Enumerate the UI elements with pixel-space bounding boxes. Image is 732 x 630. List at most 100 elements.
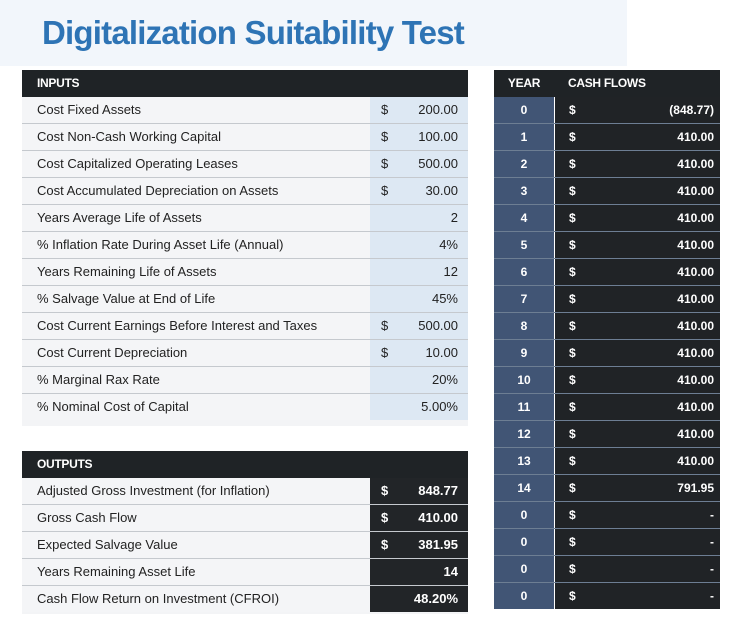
year-cell: 14: [494, 475, 554, 501]
cash-flow-value: 410.00: [677, 130, 714, 144]
outputs-value-cell[interactable]: $410.00: [370, 505, 468, 531]
inputs-row: Years Remaining Life of Assets 12: [22, 259, 468, 286]
outputs-label: Cash Flow Return on Investment (CFROI): [22, 586, 370, 612]
inputs-value-cell[interactable]: 2: [370, 205, 468, 231]
cash-flow-cell: $410.00: [555, 421, 720, 447]
currency-symbol: $: [569, 211, 576, 225]
outputs-value: 410.00: [418, 510, 458, 525]
cash-flow-value: 410.00: [677, 157, 714, 171]
year-cell: 11: [494, 394, 554, 420]
cash-flow-row: 8 $410.00: [494, 313, 720, 340]
cash-flow-row: 0 $ -: [494, 583, 720, 610]
currency-symbol: $: [381, 537, 389, 552]
currency-symbol: $: [381, 483, 389, 498]
inputs-row: Cost Non-Cash Working Capital $100.00: [22, 124, 468, 151]
outputs-value-cell[interactable]: $381.95: [370, 532, 468, 558]
outputs-value-cell[interactable]: 48.20%: [370, 586, 468, 612]
currency-symbol: $: [569, 589, 576, 603]
inputs-value-cell[interactable]: $100.00: [370, 124, 468, 150]
currency-symbol: $: [381, 510, 389, 525]
cash-flow-row: 3 $410.00: [494, 178, 720, 205]
cash-flow-cell: $410.00: [555, 340, 720, 366]
inputs-label: Cost Non-Cash Working Capital: [22, 124, 370, 150]
currency-symbol: $: [569, 427, 576, 441]
inputs-value: 500.00: [418, 318, 458, 333]
currency-symbol: $: [381, 129, 389, 144]
currency-symbol: $: [569, 508, 576, 522]
inputs-value-cell[interactable]: 12: [370, 259, 468, 285]
inputs-value: 4%: [439, 237, 458, 252]
cash-flow-row: 1 $410.00: [494, 124, 720, 151]
cash-flows-column-header: CASH FLOWS: [568, 76, 646, 90]
inputs-value-cell[interactable]: 20%: [370, 367, 468, 393]
inputs-label: % Nominal Cost of Capital: [22, 394, 370, 420]
cash-flow-row: 0 $ -: [494, 556, 720, 583]
cash-flow-row: 11 $410.00: [494, 394, 720, 421]
cash-flow-value: (848.77): [669, 103, 714, 117]
year-cell: 9: [494, 340, 554, 366]
cash-flow-row: 5 $410.00: [494, 232, 720, 259]
inputs-header: INPUTS: [22, 70, 468, 97]
year-cell: 3: [494, 178, 554, 204]
year-cell: 13: [494, 448, 554, 474]
inputs-row: Cost Fixed Assets $200.00: [22, 97, 468, 124]
cash-flow-value: 410.00: [677, 400, 714, 414]
currency-symbol: $: [569, 130, 576, 144]
year-cell: 6: [494, 259, 554, 285]
cash-flow-row: 14 $791.95: [494, 475, 720, 502]
currency-symbol: $: [381, 156, 389, 171]
inputs-row: % Nominal Cost of Capital 5.00%: [22, 394, 468, 421]
inputs-label: Cost Current Depreciation: [22, 340, 370, 366]
outputs-value-cell[interactable]: $848.77: [370, 478, 468, 504]
cash-flow-value: 410.00: [677, 346, 714, 360]
inputs-label: Cost Capitalized Operating Leases: [22, 151, 370, 177]
inputs-row: % Inflation Rate During Asset Life (Annu…: [22, 232, 468, 259]
currency-symbol: $: [569, 562, 576, 576]
cash-flow-value: 410.00: [677, 184, 714, 198]
inputs-label: Years Remaining Life of Assets: [22, 259, 370, 285]
outputs-label: Expected Salvage Value: [22, 532, 370, 558]
outputs-label: Adjusted Gross Investment (for Inflation…: [22, 478, 370, 504]
inputs-value-cell[interactable]: $500.00: [370, 151, 468, 177]
currency-symbol: $: [569, 454, 576, 468]
cash-flow-cell: $410.00: [555, 448, 720, 474]
outputs-row: Expected Salvage Value $381.95: [22, 532, 468, 559]
cash-flow-row: 0 $ -: [494, 529, 720, 556]
cash-flow-row: 13 $410.00: [494, 448, 720, 475]
year-cell: 10: [494, 367, 554, 393]
inputs-value-cell[interactable]: 45%: [370, 286, 468, 312]
inputs-value-cell[interactable]: $10.00: [370, 340, 468, 366]
cash-flow-cell: $410.00: [555, 286, 720, 312]
currency-symbol: $: [569, 346, 576, 360]
currency-symbol: $: [381, 102, 389, 117]
year-cell: 2: [494, 151, 554, 177]
cash-flow-row: 4 $410.00: [494, 205, 720, 232]
inputs-row: % Marginal Rax Rate 20%: [22, 367, 468, 394]
cash-flow-value: -: [710, 508, 714, 522]
cash-flow-cell: $791.95: [555, 475, 720, 501]
year-cell: 0: [494, 556, 554, 582]
inputs-value-cell[interactable]: 4%: [370, 232, 468, 258]
inputs-value-cell[interactable]: 5.00%: [370, 394, 468, 420]
cash-flow-value: 410.00: [677, 292, 714, 306]
cash-flow-cell: $410.00: [555, 367, 720, 393]
cash-flow-value: 410.00: [677, 373, 714, 387]
year-cell: 0: [494, 583, 554, 609]
page-title: Digitalization Suitability Test: [42, 14, 465, 51]
cash-flow-cell: $410.00: [555, 151, 720, 177]
cash-flow-value: 410.00: [677, 211, 714, 225]
inputs-value-cell[interactable]: $500.00: [370, 313, 468, 339]
inputs-value-cell[interactable]: $30.00: [370, 178, 468, 204]
inputs-label: Years Average Life of Assets: [22, 205, 370, 231]
year-cell: 4: [494, 205, 554, 231]
outputs-value-cell[interactable]: 14: [370, 559, 468, 585]
inputs-value: 200.00: [418, 102, 458, 117]
cash-flows-table: YEAR CASH FLOWS 0 $ (848.77) 1 $410.00 2 $410.…: [494, 70, 720, 614]
cash-flows-header: YEAR CASH FLOWS: [494, 70, 720, 97]
inputs-value-cell[interactable]: $200.00: [370, 97, 468, 123]
cash-flow-cell: $410.00: [555, 259, 720, 285]
outputs-value: 14: [443, 564, 458, 579]
currency-symbol: $: [569, 373, 576, 387]
year-cell: 5: [494, 232, 554, 258]
outputs-row: Years Remaining Asset Life 14: [22, 559, 468, 586]
